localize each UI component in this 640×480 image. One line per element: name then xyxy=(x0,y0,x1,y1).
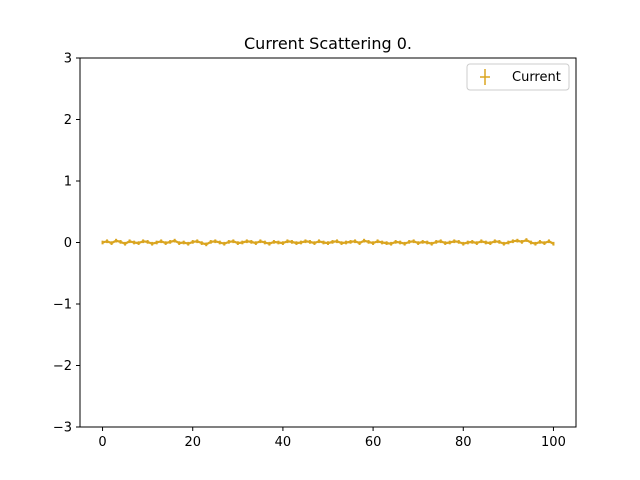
legend: Current xyxy=(466,63,570,91)
x-tick-label-2: 40 xyxy=(275,435,292,450)
x-tick-label-4: 80 xyxy=(455,435,472,450)
legend-label-current: Current xyxy=(512,70,561,85)
legend-box xyxy=(466,63,570,91)
x-tick-label-0: 0 xyxy=(98,435,106,450)
y-tick-label-4: 1 xyxy=(64,175,72,190)
x-tick-label-1: 20 xyxy=(184,435,201,450)
y-tick-label-3: 0 xyxy=(64,236,72,251)
y-tick-label-0: −3 xyxy=(53,421,72,436)
x-tick-label-3: 60 xyxy=(365,435,382,450)
chart-title: Current Scattering 0. xyxy=(244,34,412,53)
y-tick-label-6: 3 xyxy=(64,52,72,67)
x-tick-label-5: 100 xyxy=(541,435,566,450)
y-tick-label-1: −2 xyxy=(53,359,72,374)
y-axis: −3 −2 −1 0 1 2 3 xyxy=(53,52,80,436)
y-tick-label-2: −1 xyxy=(53,298,72,313)
series-layer xyxy=(101,238,555,247)
x-axis: 0 20 40 60 80 100 xyxy=(98,427,566,450)
y-tick-label-5: 2 xyxy=(64,113,72,128)
